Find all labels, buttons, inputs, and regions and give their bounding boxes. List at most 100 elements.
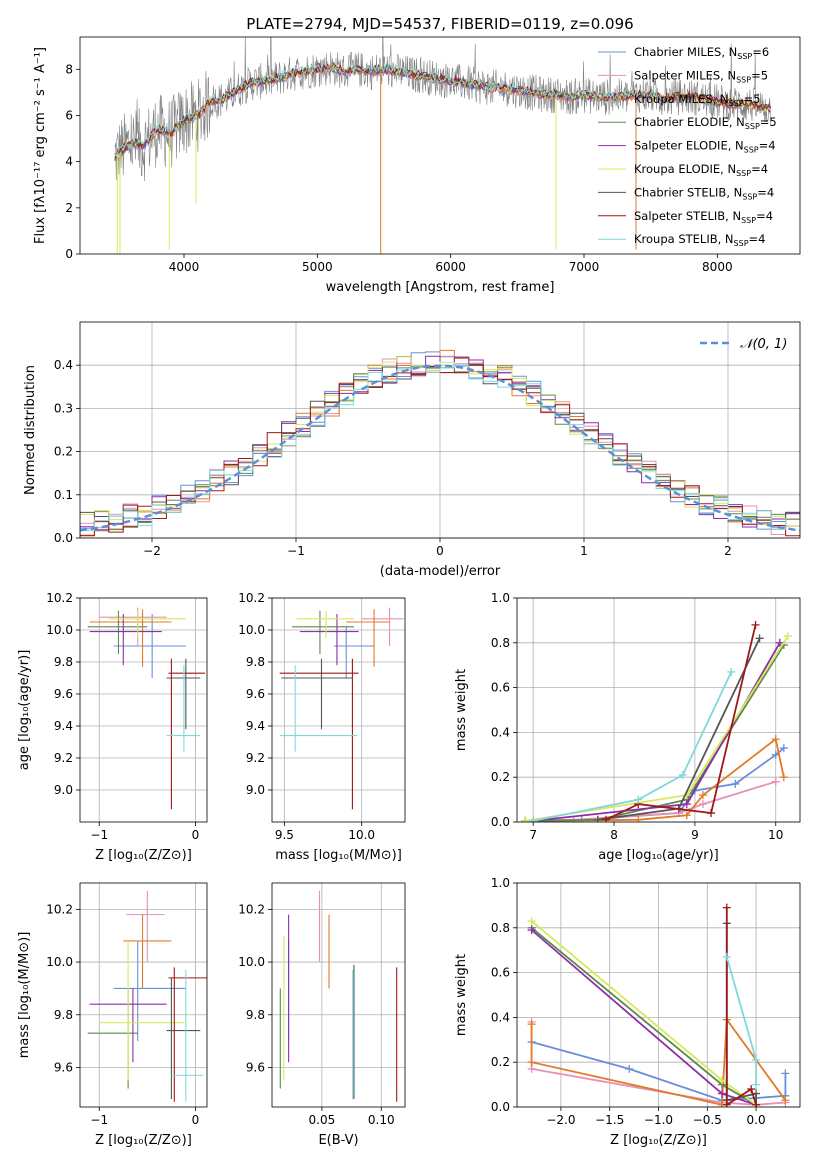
errorbars-age-vs-Z bbox=[87, 607, 206, 810]
legend-label: Kroupa ELODIE, NSSP=4 bbox=[634, 162, 768, 178]
weight-marker bbox=[717, 1089, 726, 1098]
legend-suffix: =6 bbox=[752, 45, 769, 59]
legend-sub: SSP bbox=[744, 146, 759, 155]
y-tick-label: 0.4 bbox=[54, 358, 73, 372]
y-tick-label: 10.0 bbox=[238, 955, 265, 969]
y-tick-label: 0.3 bbox=[54, 401, 73, 415]
x-tick-label: 1 bbox=[580, 544, 588, 558]
y-tick-label: 9.6 bbox=[246, 1060, 265, 1074]
y-tick-label: 1.0 bbox=[491, 591, 510, 605]
weight-marker bbox=[771, 735, 780, 744]
legend-label: Chabrier ELODIE, NSSP=5 bbox=[634, 115, 777, 131]
y-tick-label: 9.6 bbox=[54, 1060, 73, 1074]
legend-suffix: =4 bbox=[757, 185, 774, 199]
y-axis-label: Flux [fλ10⁻¹⁷ erg cm⁻² s⁻¹ A⁻¹] bbox=[33, 47, 48, 244]
y-tick-label: 0.2 bbox=[491, 1055, 510, 1069]
x-tick-label: 0 bbox=[192, 828, 200, 842]
weight-marker bbox=[731, 779, 740, 788]
x-axis-label: Z [log₁₀(Z/Z⊙)] bbox=[610, 1133, 707, 1148]
weight-marker bbox=[771, 777, 780, 786]
x-axis-label: Z [log₁₀(Z/Z⊙)] bbox=[95, 1133, 192, 1148]
y-tick-label: 9.0 bbox=[54, 783, 73, 797]
y-tick-label: 0 bbox=[65, 247, 73, 261]
weight-marker bbox=[747, 1085, 756, 1094]
weight-marker bbox=[698, 800, 707, 809]
histogram-step bbox=[80, 364, 800, 534]
x-tick-label: 0.0 bbox=[747, 1113, 766, 1127]
legend-suffix: =4 bbox=[756, 209, 773, 223]
histograms bbox=[80, 349, 800, 537]
y-tick-label: 9.2 bbox=[54, 751, 73, 765]
legend-sub: SSP bbox=[737, 52, 752, 61]
y-axis-label: age [log₁₀(age/yr)] bbox=[17, 650, 32, 771]
y-tick-label: 6 bbox=[65, 108, 73, 122]
x-tick-label: −1.5 bbox=[595, 1113, 624, 1127]
weight-line bbox=[525, 747, 785, 822]
errorbars-mass-vs-ebv bbox=[279, 890, 398, 1102]
x-axis-label: age [log₁₀(age/yr)] bbox=[598, 848, 719, 863]
legend-label: Chabrier STELIB, NSSP=4 bbox=[634, 185, 774, 201]
legend-sub: SSP bbox=[742, 192, 757, 201]
y-tick-label: 4 bbox=[65, 155, 73, 169]
legend-label: Salpeter ELODIE, NSSP=4 bbox=[634, 139, 776, 155]
legend-sub: SSP bbox=[745, 122, 760, 131]
weight-marker bbox=[751, 620, 760, 629]
y-tick-label: 1.0 bbox=[491, 876, 510, 890]
y-tick-label: 0.0 bbox=[491, 1100, 510, 1114]
legend-suffix: =4 bbox=[751, 162, 768, 176]
spectrum-lines bbox=[114, 37, 772, 254]
y-tick-label: 0.8 bbox=[491, 921, 510, 935]
y-tick-label: 10.2 bbox=[46, 902, 73, 916]
axes-frame-weight-vs-age bbox=[516, 597, 801, 823]
x-tick-label: −1 bbox=[90, 828, 108, 842]
weight-marker bbox=[593, 815, 602, 822]
weight-marker bbox=[783, 632, 792, 641]
weight-marker bbox=[682, 811, 691, 820]
weight-marker bbox=[634, 815, 643, 822]
legend-suffix: =4 bbox=[749, 232, 766, 246]
x-tick-label: −1.0 bbox=[644, 1113, 673, 1127]
y-tick-label: 9.4 bbox=[54, 719, 73, 733]
y-tick-label: 9.6 bbox=[54, 687, 73, 701]
axes-frame-age-vs-Z bbox=[79, 597, 208, 823]
weight-marker bbox=[527, 926, 536, 935]
legend-sub: SSP bbox=[734, 239, 749, 248]
x-tick-label: 0 bbox=[436, 544, 444, 558]
y-tick-label: 10.0 bbox=[238, 623, 265, 637]
axes-frame-age-vs-mass bbox=[271, 597, 406, 823]
y-tick-label: 2 bbox=[65, 201, 73, 215]
weight-line bbox=[605, 624, 757, 821]
x-tick-label: 0 bbox=[192, 1113, 200, 1127]
y-tick-label: 9.8 bbox=[54, 655, 73, 669]
y-tick-label: 10.2 bbox=[238, 591, 265, 605]
x-tick-label: 7000 bbox=[569, 260, 600, 274]
x-tick-label: 9 bbox=[691, 828, 699, 842]
weight-marker bbox=[717, 1076, 726, 1085]
y-axis-label: mass weight bbox=[454, 954, 469, 1036]
weight-line bbox=[524, 635, 789, 822]
model-spectrum bbox=[114, 62, 772, 160]
weight-line bbox=[533, 737, 785, 822]
legend-sub: SSP bbox=[736, 75, 751, 84]
legend-suffix: =5 bbox=[751, 68, 768, 82]
x-tick-label: 8 bbox=[610, 828, 618, 842]
weight-marker bbox=[527, 917, 536, 926]
legend-sub: SSP bbox=[729, 99, 744, 108]
weight-marker bbox=[752, 1100, 761, 1107]
legend-suffix: =5 bbox=[744, 92, 761, 106]
y-tick-label: 0.0 bbox=[54, 531, 73, 545]
y-tick-label: 10.0 bbox=[46, 955, 73, 969]
y-tick-label: 0.4 bbox=[491, 725, 510, 739]
x-tick-label: 4000 bbox=[169, 260, 200, 274]
axes-frame-mass-vs-ebv bbox=[271, 882, 406, 1108]
x-axis-label: wavelength [Angstrom, rest frame] bbox=[326, 280, 555, 295]
legend-label: Salpeter MILES, NSSP=5 bbox=[634, 68, 768, 84]
weight-marker bbox=[752, 1055, 761, 1064]
weight-marker bbox=[601, 815, 610, 822]
normal-pdf-curve bbox=[80, 364, 800, 532]
weight-line bbox=[597, 637, 761, 821]
y-tick-label: 10.0 bbox=[46, 623, 73, 637]
x-tick-label: 2 bbox=[724, 544, 732, 558]
weight-marker bbox=[722, 903, 731, 912]
weight-line bbox=[725, 956, 757, 1085]
